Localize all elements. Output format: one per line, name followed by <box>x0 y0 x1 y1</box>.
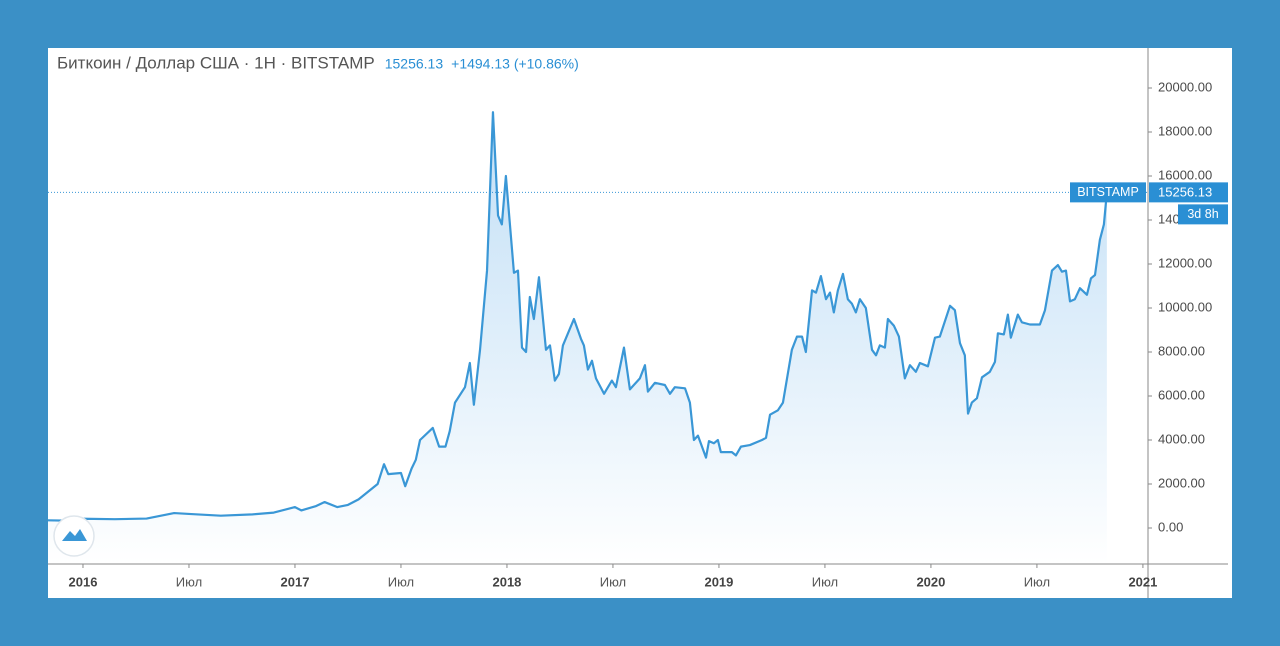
chart-title: Биткоин / Доллар США · 1H · BITSTAMP <box>57 53 375 72</box>
header: Биткоин / Доллар США · 1H · BITSTAMP 152… <box>57 53 579 72</box>
area-fill <box>48 112 1107 564</box>
y-tick-label: 20000.00 <box>1158 79 1212 94</box>
plot-area <box>48 111 1148 564</box>
exchange-label-box <box>1070 182 1146 203</box>
y-tick-label: 16000.00 <box>1158 167 1212 182</box>
logo <box>53 515 95 557</box>
y-tick-label: 22000.00 <box>1158 35 1212 50</box>
x-tick-label: 2018 <box>492 574 521 589</box>
x-tick-label: Июл <box>388 574 414 589</box>
x-tick-label: 2020 <box>916 574 945 589</box>
x-tick-label: 2021 <box>1128 574 1157 589</box>
logo-icon <box>62 529 87 541</box>
x-tick-label: Июл <box>600 574 626 589</box>
price-label-box <box>1149 182 1228 203</box>
y-tick-label: 8000.00 <box>1158 343 1205 358</box>
x-tick-label: 2019 <box>704 574 733 589</box>
x-tick-label: 2017 <box>281 574 310 589</box>
y-tick-label: 12000.00 <box>1158 255 1212 270</box>
y-tick-label: 2000.00 <box>1158 475 1205 490</box>
price-label: 15256.13 <box>1158 184 1212 199</box>
y-tick-label: 10000.00 <box>1158 299 1212 314</box>
x-tick-label: Июл <box>812 574 838 589</box>
countdown-box <box>1178 204 1228 225</box>
exchange-label: BITSTAMP <box>1077 185 1139 199</box>
axes: 0.00 2000.00 4000.00 6000.00 8000.00 10000.00… <box>48 35 1228 598</box>
last-price: 15256.13 <box>385 56 444 72</box>
x-tick-label: 2016 <box>69 574 98 589</box>
y-tick-label: 4000.00 <box>1158 431 1205 446</box>
y-tick-label: 6000.00 <box>1158 387 1205 402</box>
price-change: +1494.13 (+10.86%) <box>451 56 579 72</box>
countdown: 3d 8h <box>1187 207 1218 221</box>
x-tick-label: Июл <box>176 574 202 589</box>
x-tick-label: Июл <box>1024 574 1050 589</box>
y-tick-label: 0.00 <box>1158 519 1183 534</box>
price-line <box>48 111 1108 522</box>
y-tick-label: 18000.00 <box>1158 123 1212 138</box>
